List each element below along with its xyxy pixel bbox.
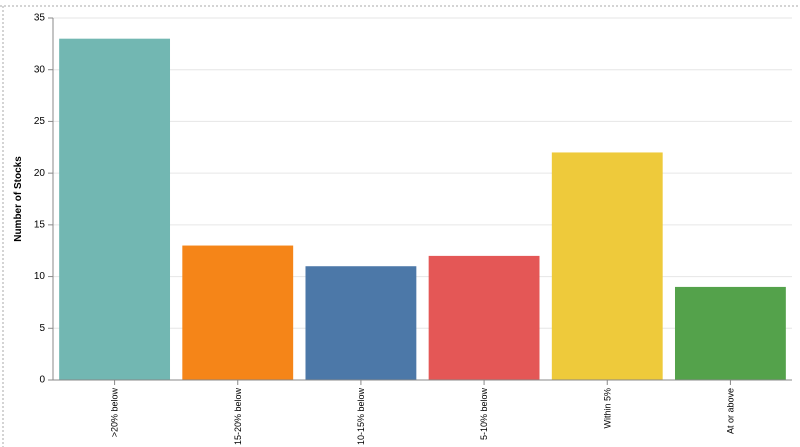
x-tick-label: 10-15% below [356, 388, 366, 446]
y-tick-label: 25 [34, 116, 46, 127]
y-axis-label: Number of Stocks [13, 156, 24, 242]
bar [428, 255, 540, 380]
bar [182, 245, 294, 380]
x-tick-label: >20% below [110, 388, 120, 438]
bar [551, 152, 663, 380]
x-tick-label: At or above [725, 388, 735, 434]
x-tick-label: 15-20% below [233, 388, 243, 446]
y-tick-label: 20 [34, 168, 46, 179]
bar [305, 266, 417, 380]
y-tick-label: 35 [34, 13, 46, 24]
bar [59, 38, 171, 380]
y-tick-label: 15 [34, 219, 46, 230]
y-tick-label: 5 [39, 323, 45, 334]
x-tick-label: 5-10% below [479, 387, 489, 440]
y-tick-label: 10 [34, 271, 46, 282]
bar [674, 286, 786, 380]
y-tick-label: 30 [34, 64, 46, 75]
x-tick-label: Within 5% [602, 388, 612, 429]
y-tick-label: 0 [39, 375, 45, 386]
